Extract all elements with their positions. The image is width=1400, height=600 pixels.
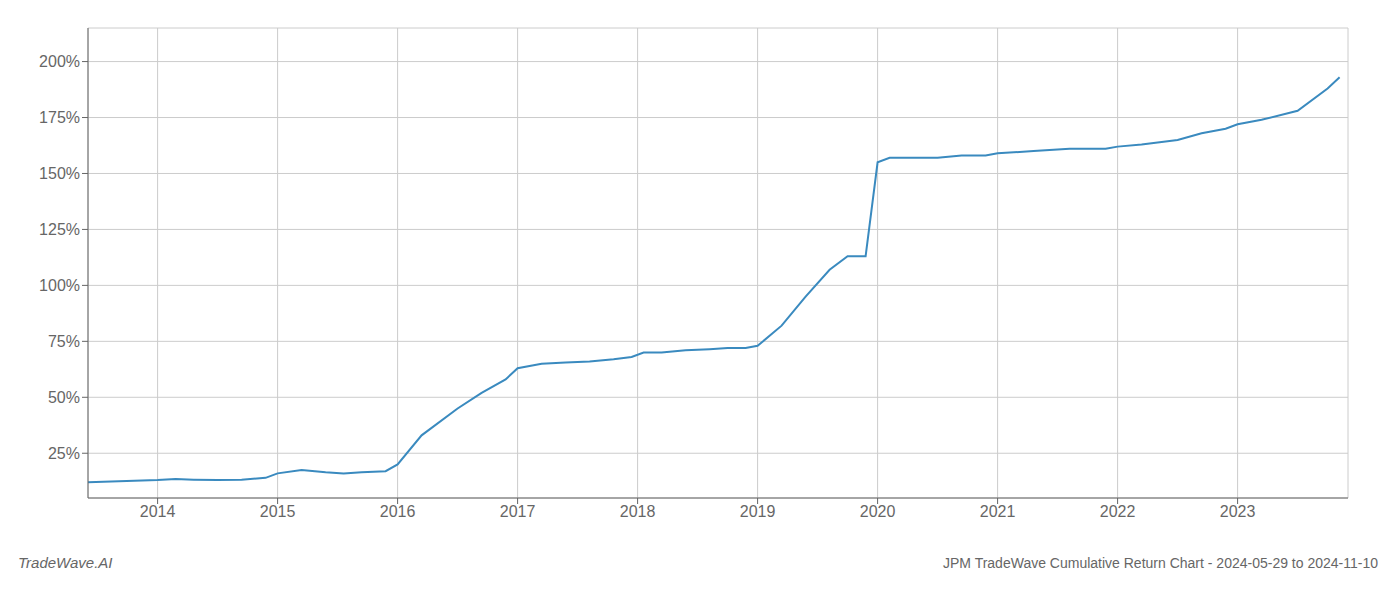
html-text:JPM TradeWave Cumulative Retur: JPM TradeWave Cumulative Return Chart - … [943,555,1378,571]
html-text:TradeWave.AI: TradeWave.AI [18,554,113,571]
svg-text:2022: 2022 [1100,503,1136,520]
svg-text:2018: 2018 [620,503,656,520]
svg-text:2023: 2023 [1220,503,1256,520]
svg-text:175%: 175% [39,109,80,126]
svg-text:2021: 2021 [980,503,1016,520]
svg-text:150%: 150% [39,165,80,182]
svg-text:2016: 2016 [380,503,416,520]
svg-text:200%: 200% [39,53,80,70]
svg-text:25%: 25% [48,445,80,462]
svg-text:2017: 2017 [500,503,536,520]
svg-text:50%: 50% [48,389,80,406]
svg-text:2014: 2014 [140,503,176,520]
svg-text:125%: 125% [39,221,80,238]
svg-text:2020: 2020 [860,503,896,520]
svg-text:2019: 2019 [740,503,776,520]
svg-text:100%: 100% [39,277,80,294]
svg-text:2015: 2015 [260,503,296,520]
svg-text:75%: 75% [48,333,80,350]
